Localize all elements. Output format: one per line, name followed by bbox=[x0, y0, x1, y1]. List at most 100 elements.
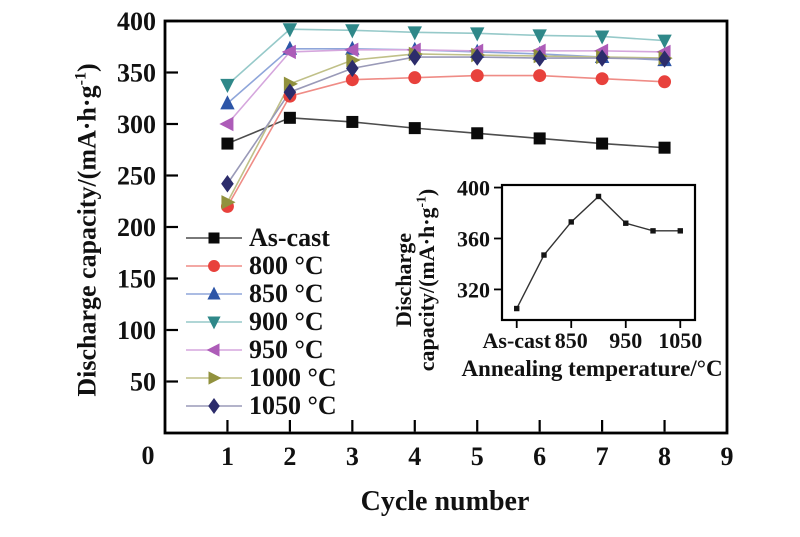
inset-x-tick-label: As-cast bbox=[483, 328, 552, 353]
data-point-marker bbox=[283, 83, 297, 101]
data-point-marker bbox=[408, 48, 422, 66]
main-x-tick-label: 6 bbox=[533, 442, 546, 471]
main-x-tick-label: 9 bbox=[721, 442, 734, 471]
main-x-tick-label: 4 bbox=[408, 442, 421, 471]
inset-y-axis-title-line1: Discharge bbox=[391, 232, 416, 328]
data-point-marker bbox=[346, 59, 359, 78]
series-line bbox=[226, 49, 665, 125]
data-point-marker bbox=[220, 78, 235, 93]
data-point-marker bbox=[408, 71, 422, 85]
series-line bbox=[226, 56, 665, 185]
legend-marker bbox=[208, 371, 222, 385]
main-y-tick-label: 400 bbox=[117, 7, 156, 36]
data-point-marker bbox=[221, 175, 234, 193]
data-point-marker bbox=[346, 115, 359, 128]
data-point-marker bbox=[595, 72, 609, 86]
main-x-tick-label: 8 bbox=[658, 442, 671, 471]
legend-key bbox=[186, 316, 242, 330]
data-point-marker bbox=[533, 69, 547, 83]
legend-item-800-c: 800 °C bbox=[186, 251, 337, 280]
data-point-marker bbox=[470, 27, 485, 42]
legend-label: 950 °C bbox=[249, 335, 324, 364]
main-y-axis-title: Discharge capacity/(mA·h·g-1) bbox=[72, 63, 102, 396]
main-x-tick-label: 7 bbox=[596, 442, 609, 471]
data-point-marker bbox=[594, 30, 610, 45]
data-point-marker bbox=[220, 95, 235, 110]
inset-data-point-marker bbox=[514, 305, 520, 312]
data-point-marker bbox=[219, 116, 234, 132]
main-y-tick-label: 200 bbox=[117, 213, 156, 242]
data-point-marker bbox=[221, 137, 234, 150]
legend-item-950-c: 950 °C bbox=[186, 335, 337, 364]
superscript: -1 bbox=[413, 196, 429, 208]
data-point-marker bbox=[282, 23, 298, 38]
legend-item-as-cast: As-cast bbox=[186, 223, 337, 252]
legend-item-850-c: 850 °C bbox=[186, 279, 337, 308]
legend-key bbox=[186, 343, 242, 357]
main-x-tick-label: 2 bbox=[283, 442, 296, 471]
main-x-axis-title: Cycle number bbox=[360, 486, 530, 517]
data-point-marker bbox=[345, 73, 359, 87]
data-point-marker bbox=[657, 34, 672, 49]
inset-data-point-marker bbox=[568, 219, 574, 225]
origin-tick-label: 0 bbox=[142, 441, 155, 470]
inset-data-point-marker bbox=[650, 228, 656, 234]
data-point-marker bbox=[221, 195, 236, 210]
data-point-marker bbox=[281, 44, 296, 60]
main-plot-frame bbox=[163, 19, 729, 435]
data-point-marker bbox=[658, 50, 671, 68]
legend-marker bbox=[208, 398, 220, 414]
inset-x-tick-label: 950 bbox=[609, 328, 642, 353]
legend-key bbox=[186, 260, 242, 272]
legend-marker bbox=[207, 316, 221, 330]
inset-y-tick-label: 320 bbox=[457, 277, 490, 302]
inset-data-point-marker bbox=[677, 228, 683, 234]
data-point-marker bbox=[595, 49, 609, 67]
inset-x-axis-title: Annealing temperature/°C bbox=[461, 356, 723, 381]
main-y-tick-label: 250 bbox=[117, 162, 156, 191]
legend-item-1050-c: 1050 °C bbox=[186, 391, 337, 420]
data-point-marker bbox=[345, 24, 360, 39]
data-point-marker bbox=[658, 141, 671, 154]
legend-label: 1000 °C bbox=[249, 363, 337, 392]
inset-y-tick-label: 360 bbox=[457, 226, 490, 251]
legend-label: 900 °C bbox=[249, 307, 324, 336]
inset-plot-frame bbox=[500, 183, 697, 322]
data-point-marker bbox=[471, 127, 484, 140]
legend-item-1000-c: 1000 °C bbox=[186, 363, 337, 392]
legend-item-900-c: 900 °C bbox=[186, 307, 337, 336]
inset-data-point-marker bbox=[595, 193, 602, 200]
data-point-marker bbox=[658, 75, 672, 89]
inset-x-tick-label: 850 bbox=[555, 328, 588, 353]
data-point-marker bbox=[533, 49, 546, 67]
main-y-tick-label: 300 bbox=[117, 110, 156, 139]
data-point-marker bbox=[596, 137, 609, 150]
legend-key bbox=[186, 286, 242, 300]
legend-marker bbox=[207, 286, 221, 300]
data-point-marker bbox=[408, 122, 421, 135]
main-x-tick-label: 1 bbox=[221, 442, 234, 471]
main-x-tick-label: 5 bbox=[471, 442, 484, 471]
data-point-marker bbox=[344, 42, 359, 58]
main-y-tick-label: 50 bbox=[130, 368, 156, 397]
legend-marker bbox=[208, 260, 220, 272]
main-y-tick-label: 150 bbox=[117, 265, 156, 294]
inset-y-axis-title-line2: capacity/(mA·h·g bbox=[414, 207, 439, 372]
main-y-tick-label: 100 bbox=[117, 316, 156, 345]
legend-label: 850 °C bbox=[249, 279, 324, 308]
legend-key bbox=[186, 371, 242, 385]
data-point-marker bbox=[470, 48, 484, 66]
legend: As-cast 800 °C 850 °C 900 °C 950 °C 1000 °C 10… bbox=[186, 223, 337, 420]
series-line bbox=[226, 74, 665, 207]
main-y-axis-title-close: ) bbox=[72, 63, 102, 72]
legend-marker bbox=[208, 232, 220, 244]
series-line bbox=[227, 117, 665, 149]
inset-y-axis-title-close: ) bbox=[414, 188, 439, 197]
inset-y-tick-label: 400 bbox=[457, 176, 490, 201]
inset-x-tick-label: 1050 bbox=[658, 328, 702, 353]
legend-key bbox=[186, 232, 242, 244]
data-point-marker bbox=[407, 26, 422, 41]
legend-label: As-cast bbox=[249, 223, 330, 252]
